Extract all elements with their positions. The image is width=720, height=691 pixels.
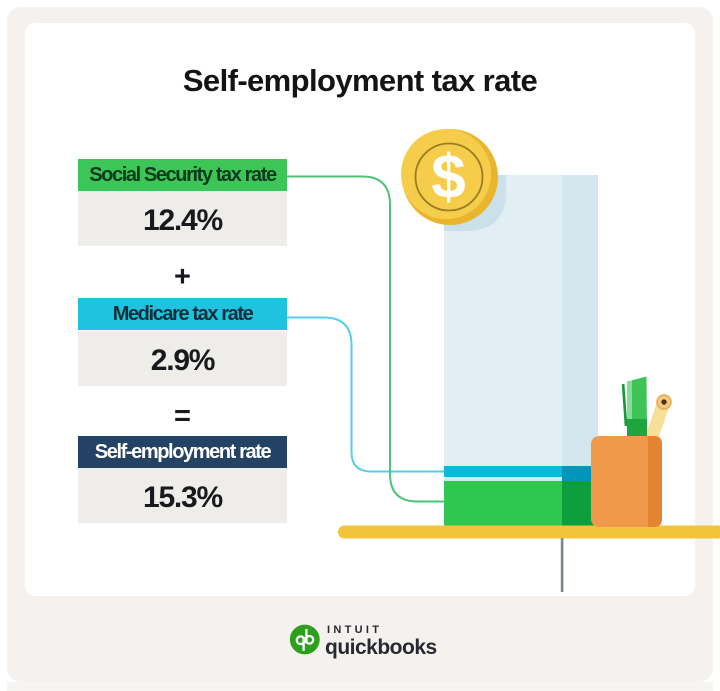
svg-text:$: $	[431, 143, 465, 212]
